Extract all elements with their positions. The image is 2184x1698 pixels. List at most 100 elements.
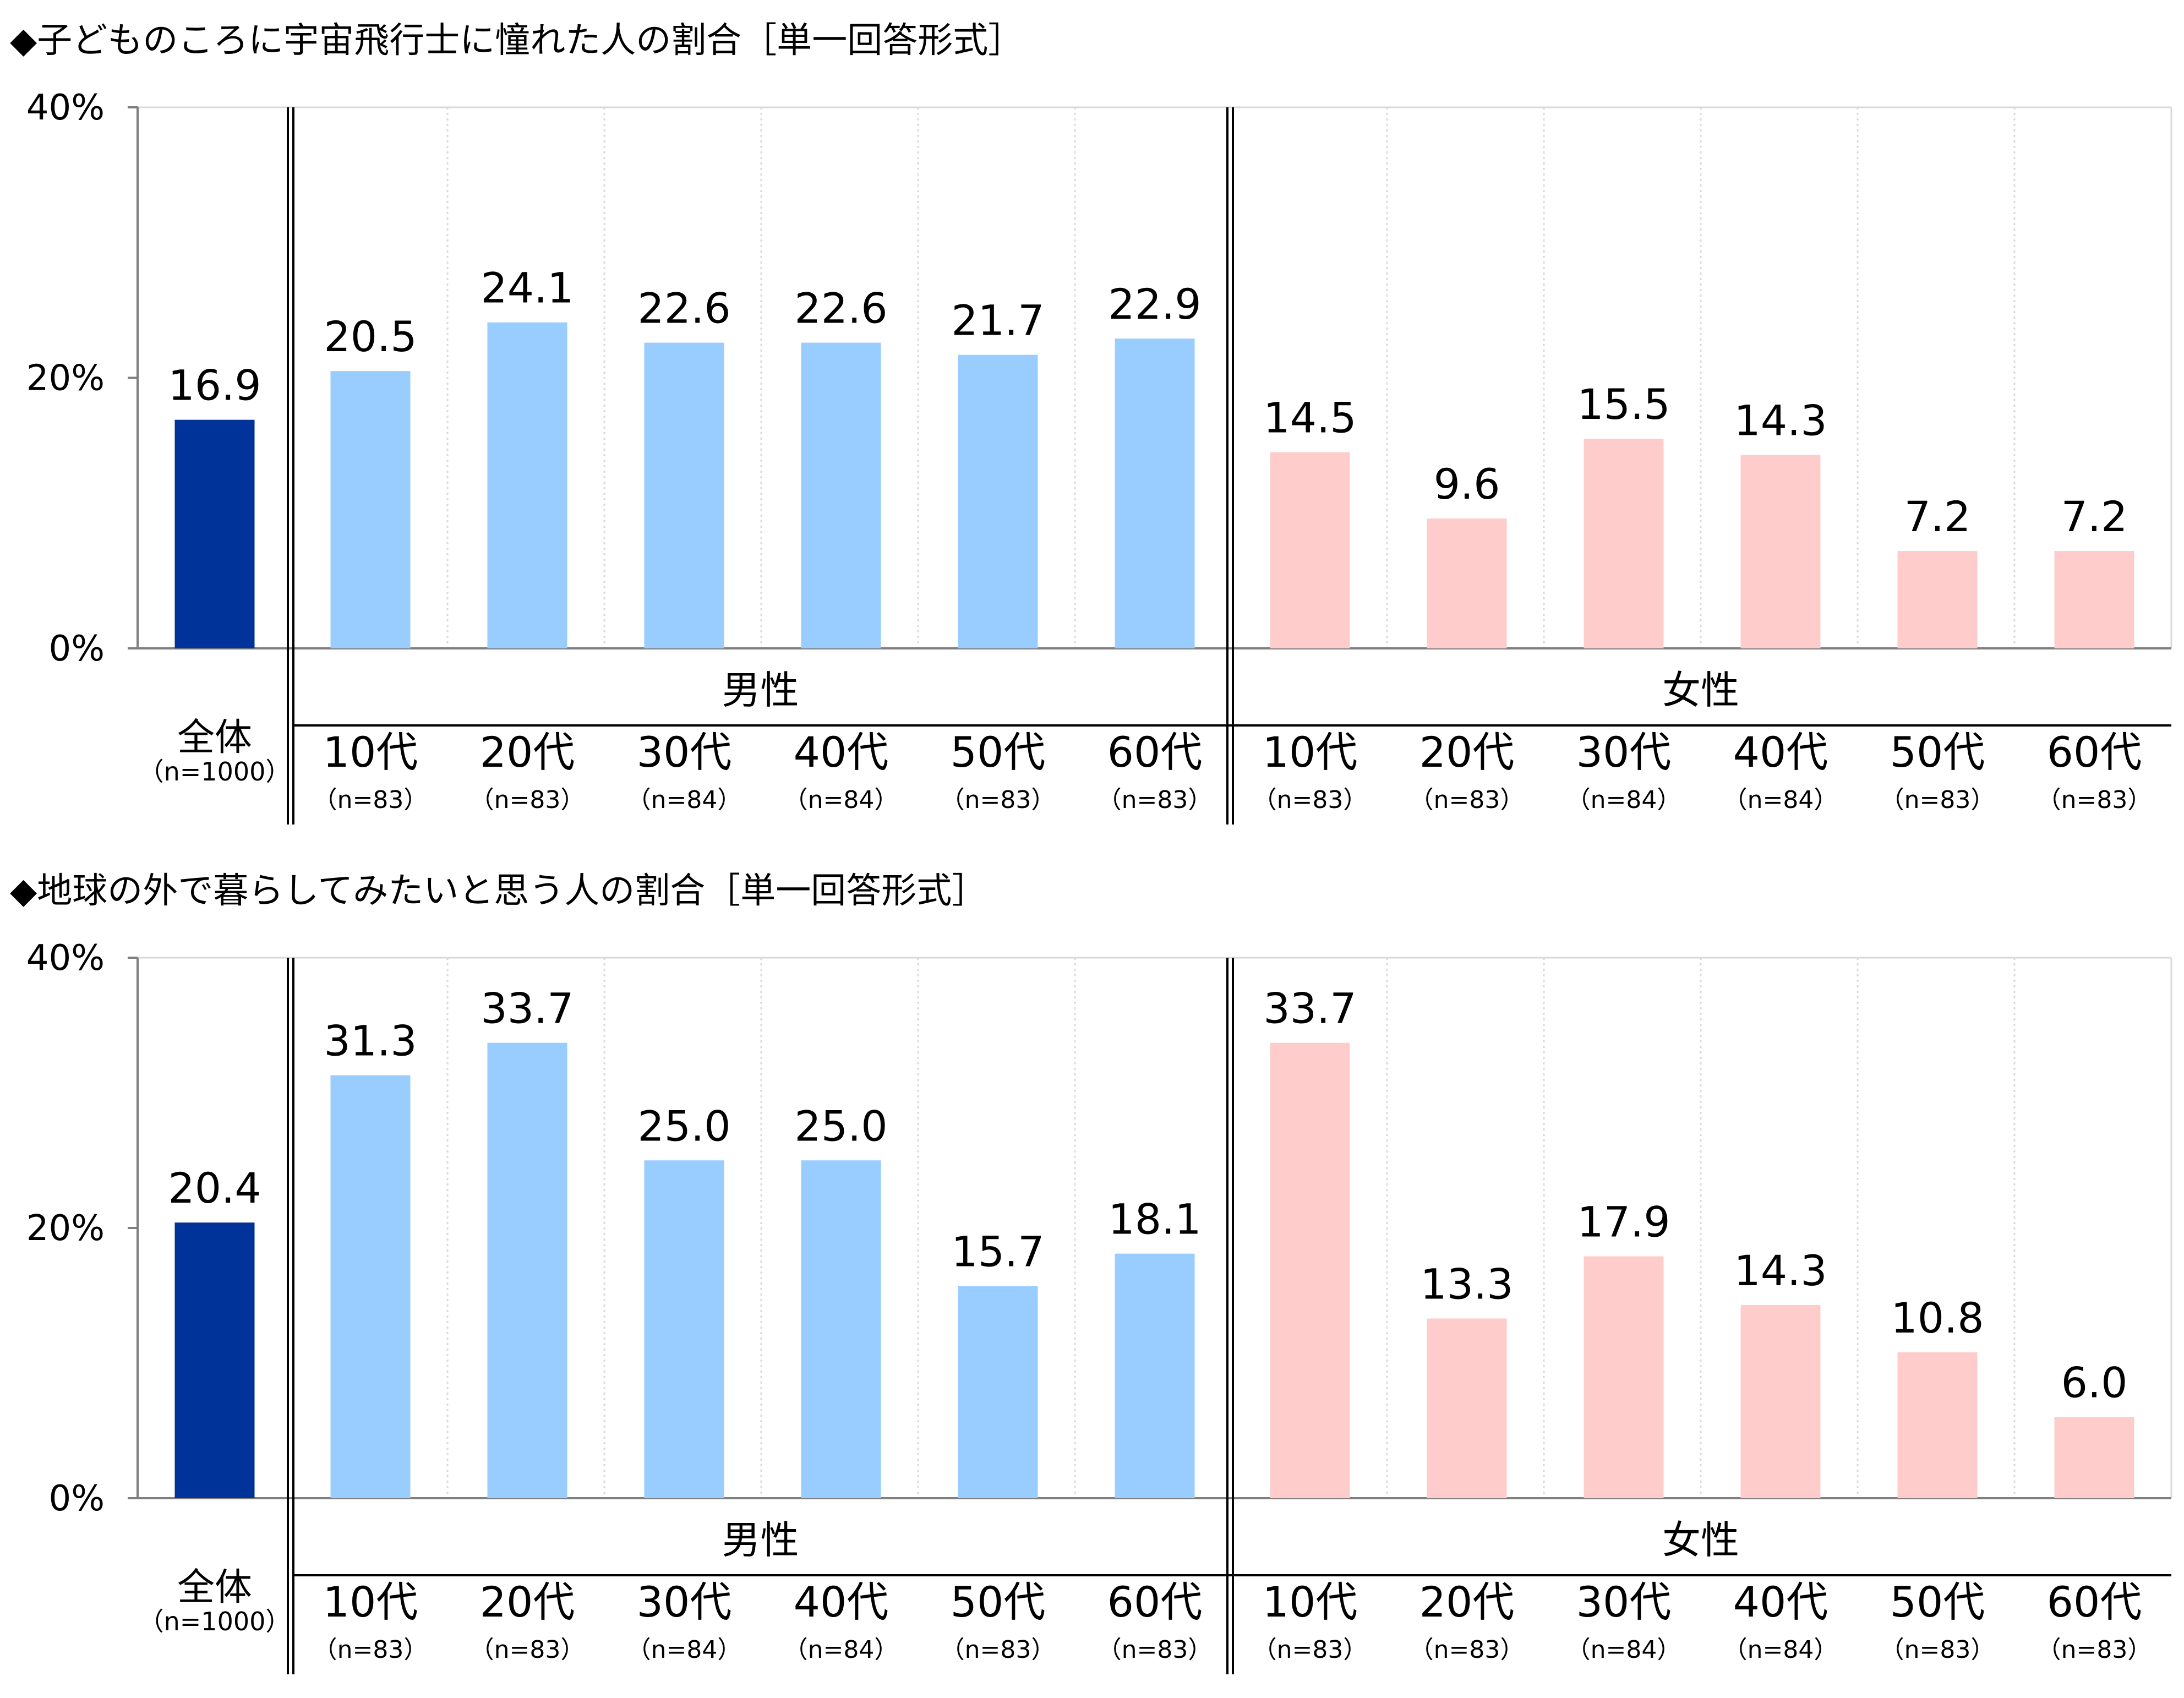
n-label: （n=83） bbox=[941, 786, 1056, 814]
chart-title: ◆地球の外で暮らしてみたいと思う人の割合［単一回答形式］ bbox=[10, 871, 987, 911]
bar-male bbox=[958, 1286, 1038, 1498]
y-tick-label: 20% bbox=[26, 1208, 105, 1249]
bar-male bbox=[801, 342, 881, 648]
n-label: （n=84） bbox=[1723, 1636, 1838, 1664]
data-label: 6.0 bbox=[2061, 1358, 2128, 1407]
bar-total bbox=[174, 1222, 255, 1498]
n-label: （n=83） bbox=[2037, 786, 2152, 814]
category-label: 60代 bbox=[1107, 1577, 1203, 1626]
bar-female bbox=[2054, 1417, 2134, 1498]
category-label: 10代 bbox=[323, 728, 418, 777]
category-label: 50代 bbox=[1890, 728, 1985, 777]
n-label: （n=84） bbox=[1566, 786, 1681, 814]
data-label: 14.3 bbox=[1734, 1246, 1827, 1295]
chart-panel-2: ◆地球の外で暮らしてみたいと思う人の割合［単一回答形式］ 0% 20% 40% 20.4… bbox=[10, 871, 2172, 1674]
category-label: 20代 bbox=[1419, 1577, 1515, 1626]
data-label: 14.5 bbox=[1263, 394, 1356, 443]
n-label: （n=83） bbox=[470, 1636, 585, 1664]
category-label: 60代 bbox=[2047, 1577, 2142, 1626]
n-label: （n=83） bbox=[1098, 1636, 1213, 1664]
category-label: 10代 bbox=[1263, 1577, 1358, 1626]
n-label: （n=83） bbox=[1880, 786, 1995, 814]
y-tick-label: 0% bbox=[48, 629, 105, 669]
bar-female bbox=[1270, 452, 1350, 648]
category-label: 60代 bbox=[2047, 728, 2142, 777]
data-label: 24.1 bbox=[481, 264, 574, 313]
data-label: 21.7 bbox=[951, 296, 1044, 345]
y-tick-label: 20% bbox=[26, 358, 105, 399]
n-label: （n=84） bbox=[784, 1636, 899, 1664]
bar-female bbox=[1270, 1042, 1350, 1498]
bar-male bbox=[330, 371, 411, 648]
series-header-male: 男性 bbox=[722, 1517, 799, 1563]
n-label: （n=83） bbox=[470, 786, 585, 814]
category-label: 30代 bbox=[1576, 728, 1672, 777]
data-label: 10.8 bbox=[1891, 1293, 1984, 1342]
n-label: （n=83） bbox=[1410, 1636, 1525, 1664]
bar-female bbox=[1584, 1256, 1664, 1498]
chart-title: ◆子どものころに宇宙飛行士に憧れた人の割合［単一回答形式］ bbox=[10, 20, 1023, 61]
data-label: 16.9 bbox=[168, 361, 261, 410]
category-label: 10代 bbox=[323, 1577, 418, 1626]
data-label: 14.3 bbox=[1734, 396, 1827, 445]
category-label: 50代 bbox=[1890, 1577, 1985, 1626]
total-label: 全体 bbox=[177, 1566, 252, 1609]
data-label: 17.9 bbox=[1577, 1198, 1670, 1247]
bar-female bbox=[1897, 551, 1978, 648]
n-label: （n=83） bbox=[941, 1636, 1056, 1664]
category-label: 20代 bbox=[480, 728, 575, 777]
bar-male bbox=[1115, 338, 1195, 648]
category-label: 40代 bbox=[794, 1577, 889, 1626]
data-label: 22.6 bbox=[637, 284, 730, 333]
y-tick-label: 40% bbox=[26, 88, 105, 128]
data-label: 31.3 bbox=[324, 1017, 417, 1066]
category-label: 60代 bbox=[1107, 728, 1203, 777]
n-label: （n=84） bbox=[784, 786, 899, 814]
data-label: 13.3 bbox=[1420, 1259, 1513, 1308]
chart-panel-1: ◆子どものころに宇宙飛行士に憧れた人の割合［単一回答形式］ 0% 20% 40% 16.… bbox=[10, 20, 2172, 825]
n-label: （n=83） bbox=[313, 786, 428, 814]
bar-male bbox=[330, 1075, 411, 1498]
category-label: 50代 bbox=[951, 728, 1046, 777]
bar-male bbox=[1115, 1253, 1195, 1498]
category-label: 30代 bbox=[1576, 1577, 1672, 1626]
data-label: 25.0 bbox=[637, 1101, 730, 1150]
bar-female bbox=[1584, 439, 1664, 648]
category-label: 20代 bbox=[480, 1577, 575, 1626]
data-label: 9.6 bbox=[1434, 460, 1500, 509]
n-label: （n=84） bbox=[627, 1636, 742, 1664]
data-label: 20.5 bbox=[324, 312, 417, 361]
data-label: 7.2 bbox=[1904, 492, 1971, 541]
data-label: 22.9 bbox=[1108, 280, 1201, 329]
data-label: 15.7 bbox=[951, 1227, 1044, 1276]
category-label: 10代 bbox=[1263, 728, 1358, 777]
y-tick-label: 0% bbox=[48, 1478, 105, 1519]
category-label: 40代 bbox=[794, 728, 889, 777]
bar-female bbox=[2054, 551, 2134, 648]
total-n-label: （n=1000） bbox=[139, 757, 291, 787]
category-label: 20代 bbox=[1419, 728, 1515, 777]
total-label: 全体 bbox=[177, 716, 252, 760]
data-label: 15.5 bbox=[1577, 380, 1670, 429]
category-label: 40代 bbox=[1733, 1577, 1828, 1626]
bar-male bbox=[487, 1042, 567, 1498]
n-label: （n=83） bbox=[1253, 1636, 1368, 1664]
n-label: （n=84） bbox=[627, 786, 742, 814]
data-label: 25.0 bbox=[794, 1101, 887, 1150]
bar-male bbox=[644, 342, 724, 648]
n-label: （n=83） bbox=[1410, 786, 1525, 814]
n-label: （n=83） bbox=[1880, 1636, 1995, 1664]
bar-female bbox=[1897, 1352, 1978, 1498]
category-label: 50代 bbox=[951, 1577, 1046, 1626]
data-label: 22.6 bbox=[794, 284, 887, 333]
bar-male bbox=[487, 322, 567, 648]
bar-female bbox=[1740, 455, 1821, 648]
series-header-male: 男性 bbox=[722, 668, 799, 713]
total-n-label: （n=1000） bbox=[139, 1607, 291, 1636]
category-label: 40代 bbox=[1733, 728, 1828, 777]
series-header-female: 女性 bbox=[1662, 1517, 1739, 1563]
bar-total bbox=[174, 419, 255, 648]
bar-female bbox=[1427, 518, 1507, 648]
n-label: （n=83） bbox=[313, 1636, 428, 1664]
